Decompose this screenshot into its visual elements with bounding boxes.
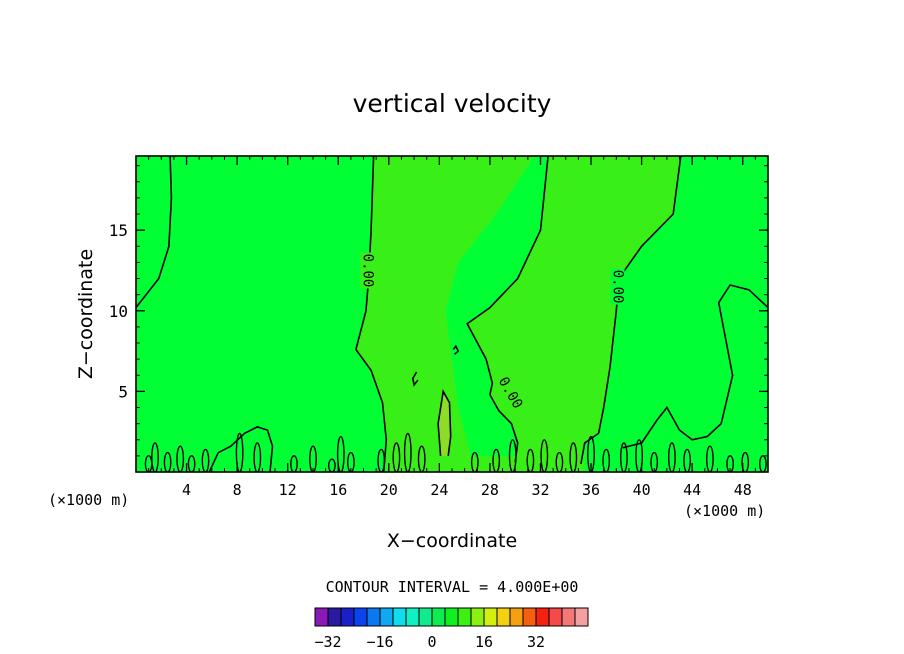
small-contour — [403, 432, 412, 472]
small-contour — [201, 448, 210, 472]
x-tick-label: 16 — [329, 481, 347, 499]
colorbar-swatch — [327, 607, 342, 627]
colorbar-swatch — [444, 607, 459, 627]
small-contour — [176, 445, 185, 472]
contour-line — [622, 284, 768, 449]
small-contour — [309, 445, 317, 472]
colorbar-swatch — [379, 607, 394, 627]
colorbar-swatch — [522, 607, 537, 627]
chart-title: vertical velocity — [353, 89, 552, 118]
colorbar-swatch — [418, 607, 433, 627]
x-axis-label: X−coordinate — [387, 530, 517, 552]
x-tick-label: 20 — [380, 481, 398, 499]
contour-line — [208, 426, 274, 472]
shaded-region-updraft — [355, 156, 681, 472]
colorbar-swatch — [470, 607, 485, 627]
contour-line — [136, 156, 173, 309]
x-tick-label: 48 — [734, 481, 752, 499]
small-contour — [253, 442, 262, 472]
colorbar-swatch — [366, 607, 381, 627]
small-contour — [526, 448, 535, 472]
y-axis: 5 10 15 — [109, 165, 768, 457]
small-contour — [602, 448, 611, 472]
colorbar-tick-label: −32 — [314, 633, 341, 651]
colorbar-swatch — [561, 607, 576, 627]
colorbar-swatch — [405, 607, 420, 627]
contour-line — [437, 388, 452, 457]
contour-line — [466, 156, 549, 463]
contour-label-bg — [610, 268, 625, 305]
x-tick-label: 12 — [279, 481, 297, 499]
x-tick-label: 24 — [430, 481, 448, 499]
colorbar-swatch — [496, 607, 511, 627]
colorbar-swatch — [509, 607, 524, 627]
colorbar-tick-label: 32 — [527, 633, 545, 651]
contour-line — [452, 344, 460, 355]
small-contour — [417, 445, 426, 472]
colorbar-swatch — [548, 607, 563, 627]
y-tick-label: 5 — [118, 382, 128, 401]
contour-label-bg — [503, 375, 518, 411]
contour-line — [580, 156, 682, 465]
small-contour — [328, 458, 336, 472]
x-unit-left: (×1000 m) — [48, 491, 129, 509]
small-contour — [377, 448, 386, 472]
small-contour — [492, 448, 501, 472]
x-axis: 4 8 12 16 20 24 28 32 36 40 44 48 — [148, 156, 756, 499]
contour-interval-label: CONTOUR INTERVAL = 4.000E+00 — [326, 578, 579, 596]
small-contour — [620, 442, 628, 472]
colorbar-tick-label: −16 — [366, 633, 393, 651]
x-tick-label: 44 — [683, 481, 701, 499]
colorbar-swatch — [314, 607, 329, 627]
colorbar-swatch — [483, 607, 498, 627]
colorbar-swatch — [535, 607, 550, 627]
colorbar-tick-label: 16 — [475, 633, 493, 651]
y-tick-label: 10 — [109, 302, 128, 321]
x-tick-label: 4 — [182, 481, 191, 499]
colorbar-swatch — [457, 607, 472, 627]
x-tick-label: 28 — [481, 481, 499, 499]
colorbar: −32 −16 0 16 32 — [314, 607, 589, 651]
small-contour — [235, 432, 244, 472]
small-contour — [706, 445, 714, 472]
colorbar-tick-label: 0 — [427, 633, 436, 651]
small-contour — [668, 442, 676, 472]
y-tick-label: 15 — [109, 221, 128, 240]
colorbar-swatch — [431, 607, 446, 627]
colorbar-swatch — [340, 607, 355, 627]
y-axis-label: Z−coordinate — [75, 249, 97, 379]
x-tick-label: 8 — [233, 481, 242, 499]
x-tick-label: 36 — [582, 481, 600, 499]
colorbar-swatch — [353, 607, 368, 627]
contour-label: 0.00 — [359, 254, 375, 288]
contour-label: 0.00 — [610, 270, 626, 304]
small-contour — [151, 442, 159, 472]
small-contour — [569, 442, 578, 472]
contour-label-bg — [360, 252, 375, 289]
contour-line — [355, 156, 388, 472]
plot-area: 0.00 0.000.00 — [135, 155, 769, 473]
small-contour — [683, 448, 691, 472]
colorbar-swatch — [392, 607, 407, 627]
colorbar-swatch — [574, 607, 589, 627]
contour-line — [411, 371, 419, 387]
x-tick-label: 40 — [633, 481, 651, 499]
x-tick-label: 32 — [531, 481, 549, 499]
small-contour — [392, 442, 401, 472]
x-unit-right: (×1000 m) — [684, 502, 765, 520]
